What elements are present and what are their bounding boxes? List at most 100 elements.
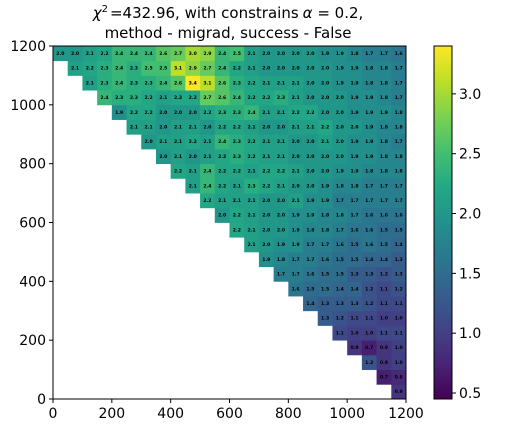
heatmap-cell — [361, 251, 377, 268]
chart-title-chi-sup: 2 — [102, 4, 108, 15]
heatmap-cell-label: 1.8 — [380, 66, 388, 72]
heatmap-cell-label: 0.9 — [380, 345, 388, 351]
heatmap-cell-label: 2.0 — [277, 124, 285, 130]
heatmap-cell — [288, 134, 304, 150]
heatmap-cell-label: 2.1 — [130, 124, 138, 130]
heatmap-cell-label: 1.7 — [336, 198, 344, 204]
heatmap-cell — [155, 104, 172, 120]
heatmap-cell-label: 2.1 — [277, 110, 285, 116]
heatmap-cell-label: 2.3 — [130, 80, 138, 86]
heatmap-cell-label: 1.7 — [277, 272, 285, 278]
heatmap-cell — [288, 251, 304, 268]
heatmap-cell — [317, 251, 333, 268]
heatmap-cell-label: 2.2 — [321, 124, 329, 130]
colorbar-tick-label: 1.5 — [459, 266, 481, 282]
heatmap-cell — [391, 340, 407, 356]
heatmap-cell-label: 1.4 — [395, 242, 403, 248]
heatmap-cell-label: 1.5 — [321, 272, 329, 278]
heatmap-cell-label: 2.2 — [292, 110, 300, 116]
heatmap-cell-label: 1.7 — [365, 51, 373, 57]
heatmap-cell — [170, 104, 186, 120]
heatmap-cell-label: 1.8 — [365, 80, 373, 86]
heatmap-cell-label: 0.7 — [365, 345, 373, 351]
heatmap-cell-label: 1.7 — [292, 257, 300, 263]
heatmap-cell-label: 1.1 — [380, 301, 388, 307]
heatmap-cell — [376, 222, 392, 238]
heatmap-cell-label: 2.1 — [292, 95, 300, 101]
heatmap-cell — [332, 281, 348, 297]
heatmap-cell-label: 1.9 — [365, 139, 373, 145]
heatmap-cell — [185, 90, 201, 106]
heatmap-cell — [200, 60, 216, 76]
heatmap-cell-label: 1.7 — [306, 242, 314, 248]
heatmap-cell — [155, 75, 172, 91]
heatmap-cell-label: 2.2 — [277, 169, 285, 175]
heatmap-cell-label: 2.2 — [100, 51, 108, 57]
heatmap-cell-label: 2.3 — [247, 183, 255, 189]
heatmap-cell-label: 2.2 — [86, 66, 94, 72]
heatmap-cell-label: 2.0 — [306, 51, 314, 57]
heatmap-cell — [332, 222, 348, 238]
colorbar-tick-label: 2.0 — [459, 207, 481, 223]
heatmap-cell — [376, 354, 392, 370]
heatmap-cell — [273, 104, 289, 120]
heatmap-cell — [229, 178, 245, 194]
heatmap-cell — [347, 251, 363, 268]
heatmap-cell — [391, 296, 407, 312]
heatmap-cell — [376, 266, 392, 282]
heatmap-cell — [376, 90, 392, 106]
heatmap-cell-label: 2.1 — [262, 139, 270, 145]
heatmap-cell-label: 1.3 — [321, 301, 329, 307]
heatmap-cell-label: 1.9 — [321, 198, 329, 204]
heatmap-cell — [288, 193, 304, 209]
heatmap-cell-label: 1.8 — [380, 169, 388, 175]
heatmap-cell — [317, 193, 333, 209]
heatmap-cell — [126, 90, 142, 106]
heatmap-cell-label: 2.2 — [189, 95, 197, 101]
heatmap-cell-label: 1.5 — [336, 272, 344, 278]
heatmap-cell-label: 2.0 — [336, 110, 344, 116]
heatmap-cell-label: 2.0 — [292, 66, 300, 72]
heatmap-cell-label: 1.1 — [365, 316, 373, 322]
heatmap-cell — [185, 134, 201, 150]
heatmap-cell — [317, 148, 333, 165]
heatmap-cell — [258, 46, 275, 62]
heatmap-cell — [258, 104, 275, 120]
heatmap-cell — [303, 75, 319, 91]
heatmap-cell-label: 1.7 — [321, 242, 329, 248]
heatmap-cell — [200, 163, 216, 179]
heatmap-cell-label: 2.3 — [130, 66, 138, 72]
heatmap-cell-label: 1.3 — [321, 316, 329, 322]
heatmap-cell-label: 2.1 — [247, 51, 255, 57]
heatmap-cell — [347, 148, 363, 165]
heatmap-cell — [82, 60, 98, 76]
heatmap-cell — [214, 193, 230, 209]
heatmap-cell-label: 2.6 — [218, 80, 226, 86]
heatmap-cell-label: 2.2 — [145, 110, 153, 116]
heatmap-cell-label: 2.3 — [233, 80, 241, 86]
heatmap-cell-label: 2.0 — [292, 154, 300, 160]
heatmap-cell-label: 2.2 — [247, 154, 255, 160]
heatmap-cell-label: 2.0 — [277, 227, 285, 233]
heatmap-cell-label: 1.8 — [380, 80, 388, 86]
heatmap-cell-label: 2.3 — [130, 95, 138, 101]
heatmap-cell — [303, 178, 319, 194]
heatmap-cell-label: 2.0 — [306, 80, 314, 86]
heatmap-cell-label: 2.3 — [218, 110, 226, 116]
heatmap-cell-label: 1.8 — [395, 169, 403, 175]
heatmap-cell-label: 1.3 — [336, 301, 344, 307]
heatmap-cell — [332, 207, 348, 223]
heatmap-cell — [155, 119, 172, 135]
heatmap-cell-label: 1.8 — [380, 124, 388, 130]
heatmap-cell — [170, 60, 186, 76]
heatmap-cell — [303, 207, 319, 223]
heatmap-cell — [170, 148, 186, 165]
y-axis: 0 200 400 600 800 1000 1200 — [10, 39, 53, 408]
heatmap-cell — [347, 134, 363, 150]
heatmap-cell — [347, 193, 363, 209]
heatmap-cell — [361, 90, 377, 106]
heatmap-cell-label: 2.2 — [247, 95, 255, 101]
heatmap-cell — [391, 134, 407, 150]
heatmap-cell — [273, 75, 289, 91]
heatmap-cell-label: 3.0 — [189, 51, 197, 57]
